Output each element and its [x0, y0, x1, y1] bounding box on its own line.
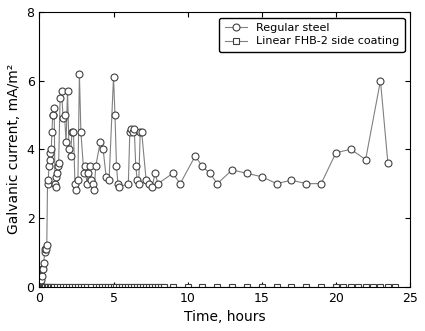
- Linear FHB-2 side coating: [38, 285, 43, 289]
- Linear FHB-2 side coating: [138, 285, 143, 289]
- Regular steel: [385, 161, 391, 165]
- Regular steel: [37, 283, 42, 287]
- Regular steel: [133, 165, 138, 168]
- Linear FHB-2 side coating: [89, 285, 94, 289]
- X-axis label: Time, hours: Time, hours: [184, 310, 266, 324]
- Regular steel: [156, 182, 161, 186]
- Regular steel: [89, 178, 94, 182]
- Linear FHB-2 side coating: [114, 285, 119, 289]
- Regular steel: [51, 113, 56, 117]
- Linear FHB-2 side coating: [69, 285, 74, 289]
- Line: Linear FHB-2 side coating: Linear FHB-2 side coating: [36, 283, 399, 290]
- Linear FHB-2 side coating: [363, 285, 368, 289]
- Linear FHB-2 side coating: [393, 285, 398, 289]
- Y-axis label: Galvanic current, mA/m²: Galvanic current, mA/m²: [7, 64, 21, 234]
- Legend: Regular steel, Linear FHB-2 side coating: Regular steel, Linear FHB-2 side coating: [219, 18, 405, 52]
- Linear FHB-2 side coating: [37, 285, 42, 289]
- Regular steel: [46, 178, 51, 182]
- Regular steel: [48, 151, 53, 155]
- Line: Regular steel: Regular steel: [36, 70, 391, 288]
- Regular steel: [77, 72, 82, 76]
